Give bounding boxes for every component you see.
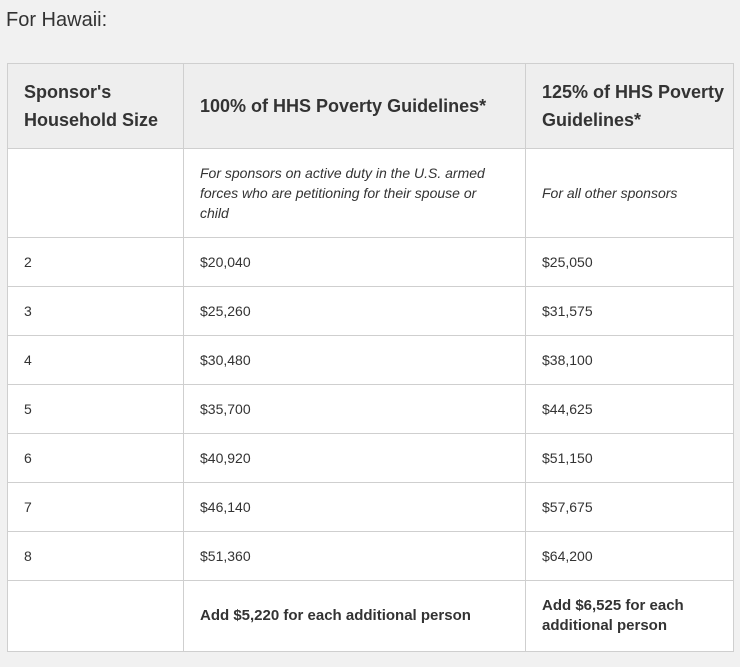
table-row: 4 $30,480 $38,100	[7, 335, 734, 385]
table-row: 2 $20,040 $25,050	[7, 237, 734, 287]
page-heading: For Hawaii:	[6, 9, 108, 31]
guideline-100-cell: $20,040	[183, 237, 526, 287]
note-active-duty: For sponsors on active duty in the U.S. …	[183, 148, 526, 238]
guideline-100-cell: $35,700	[183, 384, 526, 434]
guideline-100-cell: $40,920	[183, 433, 526, 483]
guideline-125-cell: $64,200	[525, 531, 734, 581]
table-row: 8 $51,360 $64,200	[7, 531, 734, 581]
table-header-row: Sponsor's Household Size 100% of HHS Pov…	[7, 63, 734, 149]
guideline-100-cell: $51,360	[183, 531, 526, 581]
guideline-100-cell: $30,480	[183, 335, 526, 385]
guideline-125-cell: $51,150	[525, 433, 734, 483]
guideline-125-cell: $57,675	[525, 482, 734, 532]
household-size-cell: 4	[7, 335, 184, 385]
household-size-cell: 6	[7, 433, 184, 483]
guideline-100-cell: $46,140	[183, 482, 526, 532]
note-cell-empty	[7, 148, 184, 238]
guideline-100-cell: $25,260	[183, 286, 526, 336]
household-size-cell: 8	[7, 531, 184, 581]
household-size-cell: 5	[7, 384, 184, 434]
table-row: 5 $35,700 $44,625	[7, 384, 734, 434]
additional-person-row: Add $5,220 for each additional person Ad…	[7, 580, 734, 652]
header-household-size: Sponsor's Household Size	[7, 63, 184, 149]
table-row: 3 $25,260 $31,575	[7, 286, 734, 336]
header-125-percent: 125% of HHS Poverty Guidelines*	[525, 63, 734, 149]
table-row: 7 $46,140 $57,675	[7, 482, 734, 532]
header-100-percent: 100% of HHS Poverty Guidelines*	[183, 63, 526, 149]
additional-100-cell: Add $5,220 for each additional person	[183, 580, 526, 652]
household-size-cell: 7	[7, 482, 184, 532]
poverty-guidelines-table: Sponsor's Household Size 100% of HHS Pov…	[7, 63, 734, 652]
guideline-125-cell: $44,625	[525, 384, 734, 434]
table-row: 6 $40,920 $51,150	[7, 433, 734, 483]
table-note-row: For sponsors on active duty in the U.S. …	[7, 148, 734, 238]
additional-125-cell: Add $6,525 for each additional person	[525, 580, 734, 652]
guideline-125-cell: $25,050	[525, 237, 734, 287]
household-size-cell: 2	[7, 237, 184, 287]
guideline-125-cell: $31,575	[525, 286, 734, 336]
note-other-sponsors: For all other sponsors	[525, 148, 734, 238]
guideline-125-cell: $38,100	[525, 335, 734, 385]
household-size-cell: 3	[7, 286, 184, 336]
additional-cell-empty	[7, 580, 184, 652]
